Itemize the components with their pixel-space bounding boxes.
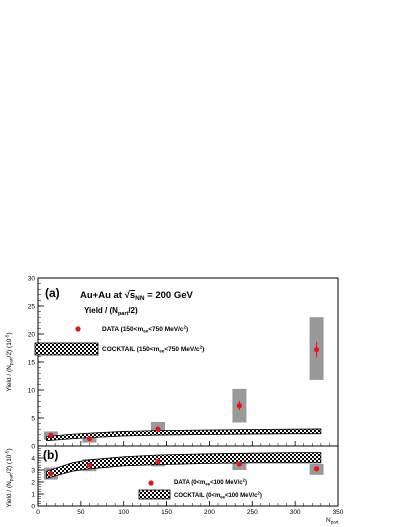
y-tick-label-a-15: 15	[28, 360, 36, 367]
y-tick-label-b-4: 4	[31, 456, 35, 463]
x-tick-label-250: 250	[247, 509, 258, 516]
y-tick-label-a-5: 5	[31, 416, 35, 423]
data-point-b-0	[48, 471, 54, 477]
x-tick-label-100: 100	[118, 509, 129, 516]
y-tick-label-a-25: 25	[28, 304, 36, 311]
data-point-a-3	[236, 403, 243, 409]
y-tick-label-b-1: 1	[31, 492, 35, 499]
y-tick-label-b-2: 2	[31, 480, 35, 487]
cocktail-band-b	[46, 452, 322, 479]
y-tick-label-b-0: 0	[31, 504, 35, 511]
data-point-a-4	[313, 347, 320, 353]
legend-a-cocktail-label: COCKTAIL (150<mee<750 MeV/c2)	[102, 345, 204, 354]
x-tick-label-150: 150	[161, 509, 172, 516]
panel-a-y-axis: 0 5 10 15 20 25 30	[28, 276, 44, 451]
data-point-b-4	[313, 466, 320, 472]
chart-title: Au+Au at √sNN = 200 GeV	[80, 290, 194, 302]
y-axis-title-a: Yield / (Npart/2) (10-5)	[5, 332, 14, 391]
data-point-a-0	[48, 432, 54, 438]
legend-b-data-marker	[148, 480, 154, 486]
data-point-b-1	[86, 462, 93, 468]
x-axis: 0 50 100 150 200 250 300 350	[36, 441, 344, 516]
panel-b-frame	[37, 445, 339, 507]
y-tick-label-a-10: 10	[28, 388, 36, 395]
legend-a-cocktail-swatch	[34, 342, 99, 356]
x-tick-label-50: 50	[77, 509, 85, 516]
data-point-a-2	[155, 426, 161, 432]
panel-b-label: (b)	[43, 448, 58, 462]
legend-b-cocktail-label: COCKTAIL (0<mee<100 MeV/c2)	[174, 491, 262, 500]
y-tick-label-a-20: 20	[28, 332, 36, 339]
chart-subtitle: Yield / (Npart/2)	[84, 306, 138, 317]
data-point-b-3	[236, 461, 243, 467]
data-point-a-1	[86, 436, 93, 442]
panel-a-plot	[43, 317, 324, 443]
y-tick-label-b-3: 3	[31, 468, 35, 475]
legend-b-cocktail-swatch	[138, 489, 171, 500]
legend-a-data-marker	[75, 326, 81, 332]
x-tick-label-0: 0	[36, 509, 40, 516]
legend-a-data-label: DATA (150<mee<750 MeV/c2)	[102, 325, 188, 334]
x-tick-label-200: 200	[204, 509, 215, 516]
legend-b-data-label: DATA (0<mee<100 MeV/c2)	[174, 478, 247, 487]
x-tick-label-300: 300	[290, 509, 301, 516]
y-axis-title-b: Yield / (Npart/2) (10-5)	[5, 448, 14, 507]
x-tick-label-350: 350	[333, 509, 344, 516]
data-point-b-2	[155, 459, 161, 465]
panel-a-frame	[37, 277, 339, 447]
panel-b-y-axis: 0 1 2 3 4	[31, 448, 44, 511]
y-tick-label-a-30: 30	[28, 276, 36, 283]
panel-b-plot	[43, 452, 324, 480]
x-axis-title: Npart	[326, 517, 339, 525]
panel-a-label: (a)	[45, 286, 60, 300]
y-tick-label-a-0: 0	[31, 444, 35, 451]
